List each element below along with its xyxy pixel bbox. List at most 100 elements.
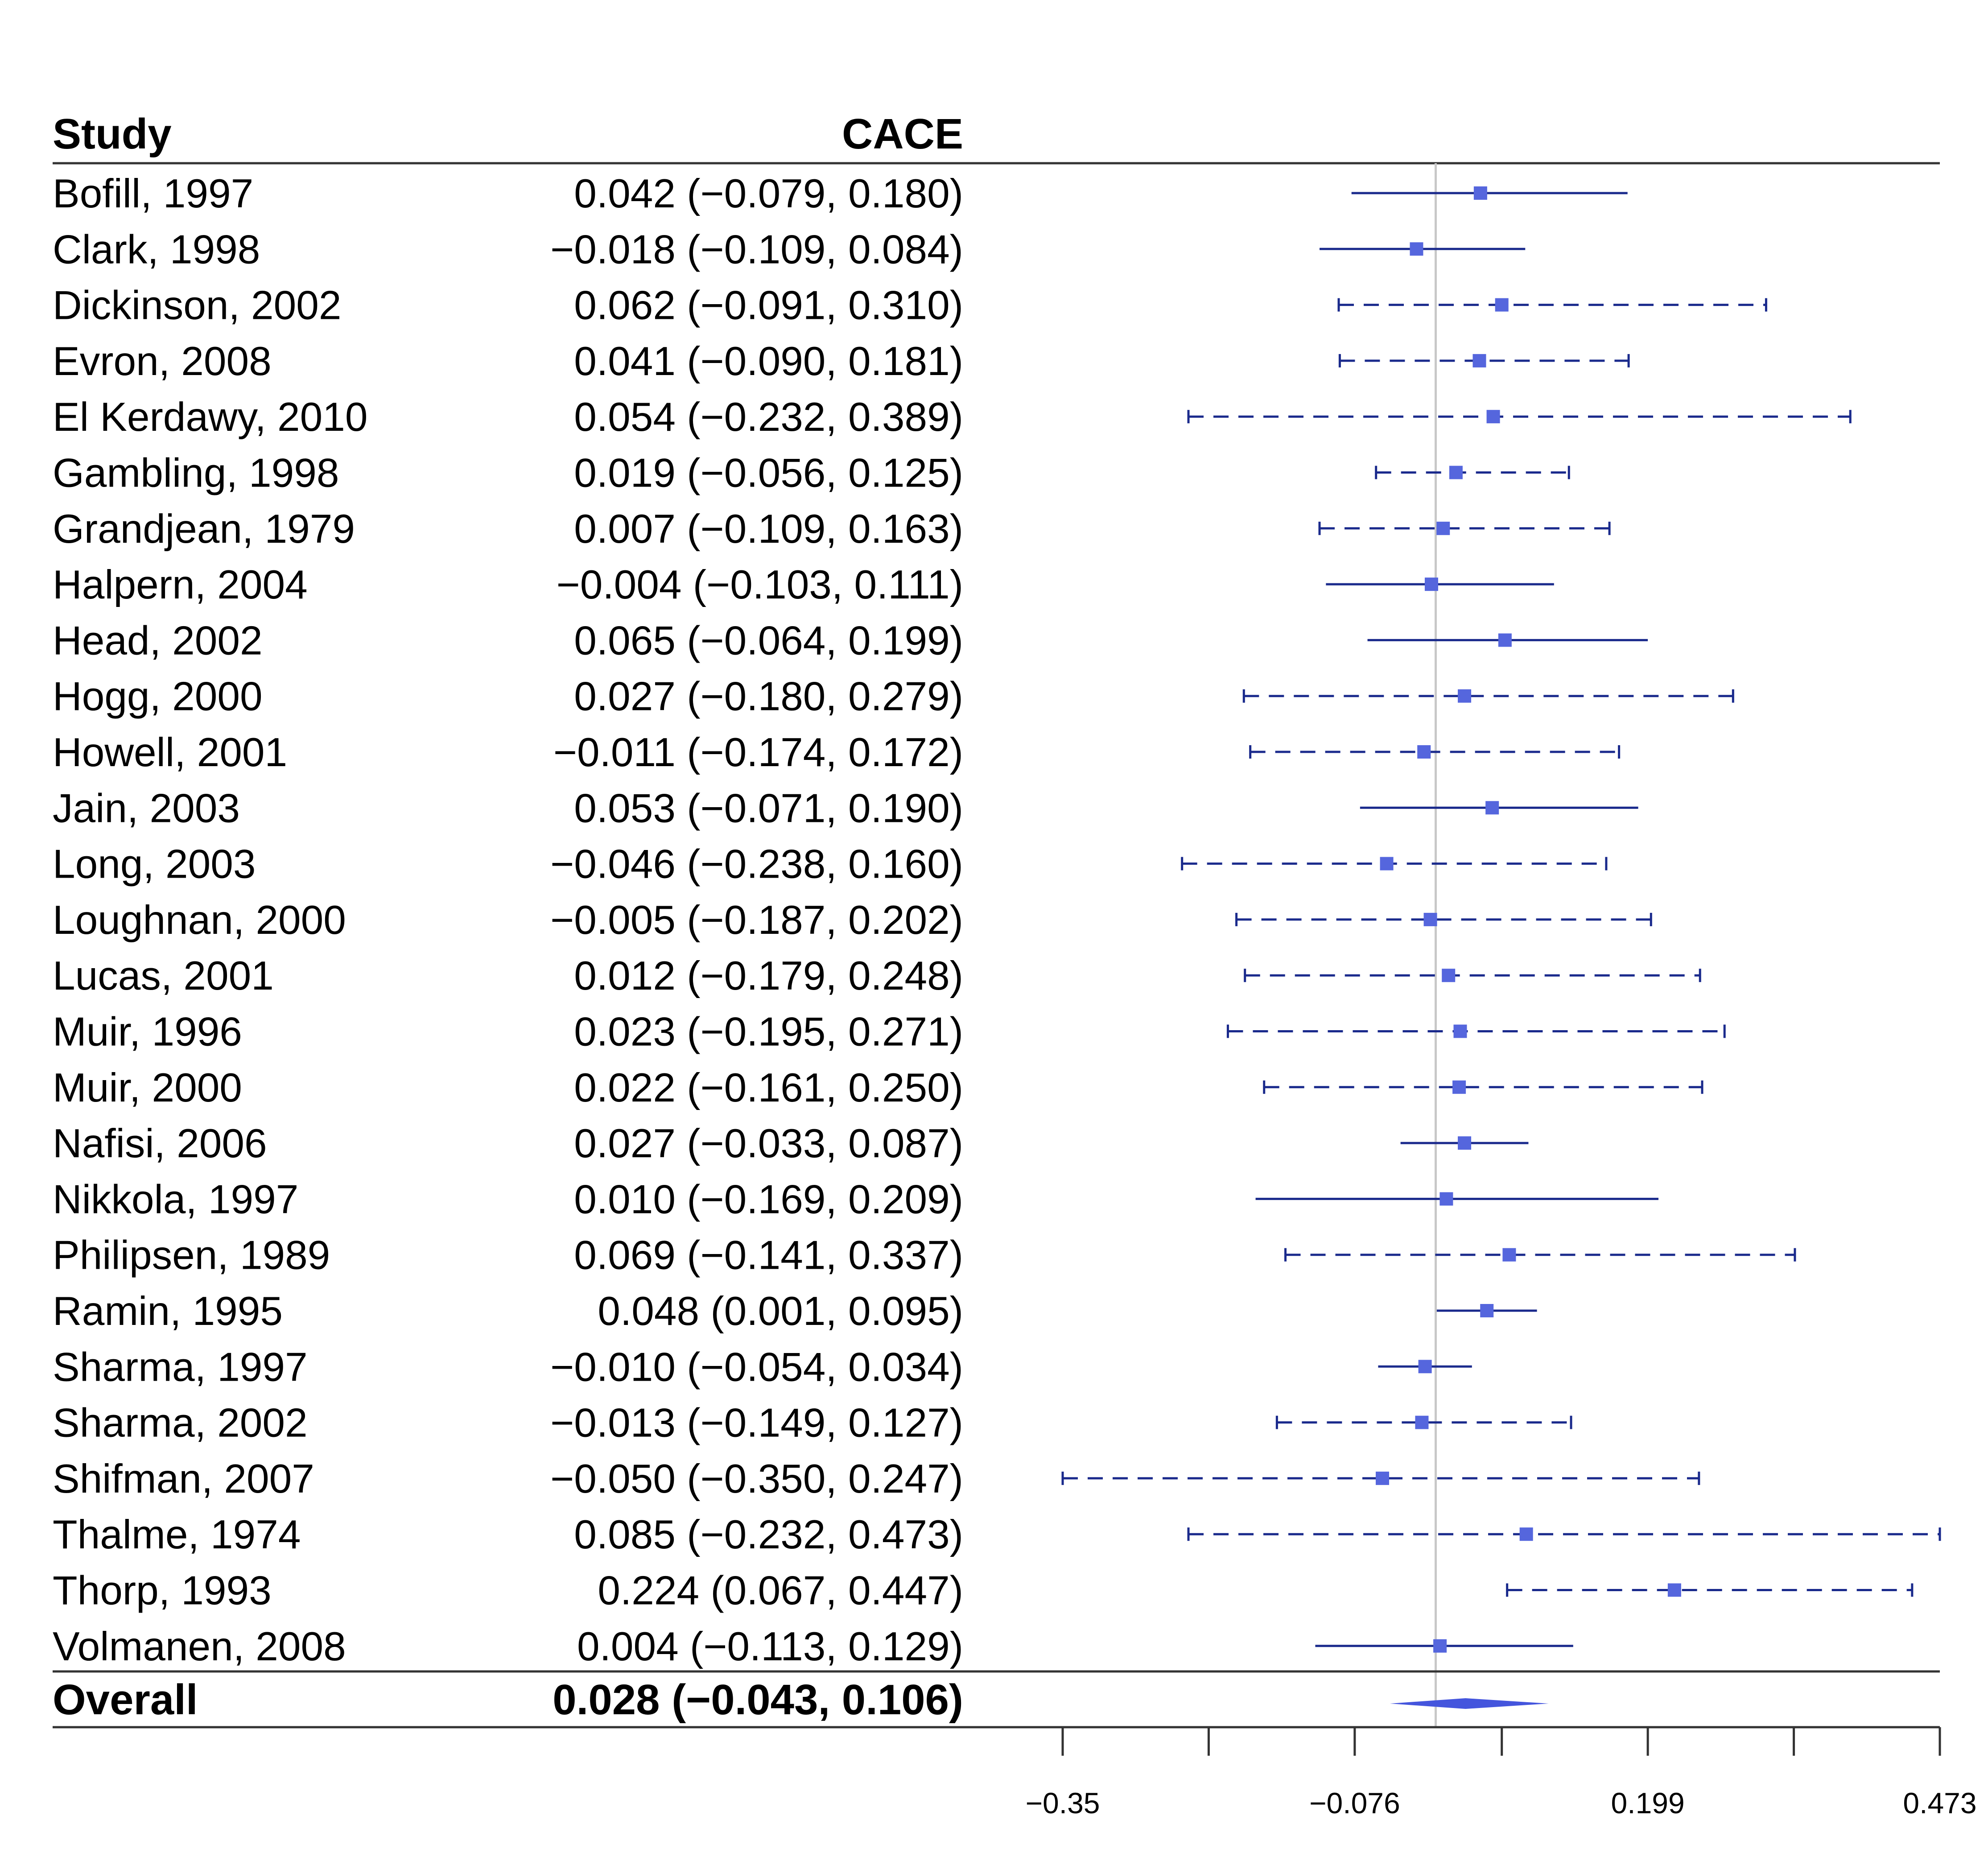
point-estimate — [1519, 1527, 1533, 1541]
study-row: Halpern, 2004 −0.004 (−0.103, 0.111) — [53, 562, 1554, 607]
study-label: Nikkola, 1997 — [53, 1177, 298, 1222]
study-row: Clark, 1998 −0.018 (−0.109, 0.084) — [53, 227, 1526, 272]
study-estimate-text: 0.022 (−0.161, 0.250) — [574, 1065, 963, 1110]
study-label: Sharma, 2002 — [53, 1401, 308, 1446]
study-label: Grandjean, 1979 — [53, 507, 355, 552]
point-estimate — [1472, 354, 1486, 367]
study-estimate-text: −0.010 (−0.054, 0.034) — [550, 1345, 963, 1390]
study-estimate-text: 0.007 (−0.109, 0.163) — [574, 507, 963, 552]
overall-diamond — [1390, 1698, 1549, 1709]
study-label: Long, 2003 — [53, 842, 256, 887]
study-estimate-text: 0.054 (−0.232, 0.389) — [574, 395, 963, 440]
point-estimate — [1498, 633, 1512, 647]
study-label: Shifman, 2007 — [53, 1456, 314, 1502]
point-estimate — [1410, 242, 1423, 256]
study-row: Nikkola, 1997 0.010 (−0.169, 0.209) — [53, 1177, 1659, 1222]
point-estimate — [1667, 1583, 1681, 1597]
study-estimate-text: 0.069 (−0.141, 0.337) — [574, 1233, 963, 1278]
study-label: Dickinson, 2002 — [53, 283, 342, 328]
study-row: Sharma, 1997 −0.010 (−0.054, 0.034) — [53, 1345, 1472, 1390]
study-row: Grandjean, 1979 0.007 (−0.109, 0.163) — [53, 507, 1611, 552]
point-estimate — [1442, 969, 1456, 982]
overall-value: 0.028 (−0.043, 0.106) — [553, 1676, 963, 1724]
study-estimate-text: 0.224 (0.067, 0.447) — [598, 1568, 963, 1613]
axis-tick-label: 0.199 — [1611, 1786, 1685, 1819]
study-estimate-text: −0.018 (−0.109, 0.084) — [550, 227, 963, 272]
study-estimate-text: 0.042 (−0.079, 0.180) — [574, 171, 963, 216]
point-estimate — [1480, 1304, 1494, 1317]
study-estimate-text: −0.011 (−0.174, 0.172) — [553, 730, 963, 775]
study-estimate-text: 0.010 (−0.169, 0.209) — [574, 1177, 963, 1222]
study-row: Jain, 2003 0.053 (−0.071, 0.190) — [53, 786, 1638, 831]
study-estimate-text: 0.012 (−0.179, 0.248) — [574, 953, 963, 998]
point-estimate — [1417, 745, 1431, 759]
point-estimate — [1449, 466, 1463, 479]
study-estimate-text: −0.013 (−0.149, 0.127) — [550, 1401, 963, 1446]
study-estimate-text: 0.041 (−0.090, 0.181) — [574, 339, 963, 384]
point-estimate — [1424, 578, 1438, 591]
study-label: Jain, 2003 — [53, 786, 240, 831]
study-row: El Kerdawy, 2010 0.054 (−0.232, 0.389) — [53, 395, 1852, 440]
study-label: Muir, 2000 — [53, 1065, 242, 1110]
axis-tick-label: −0.35 — [1026, 1786, 1100, 1819]
study-label: El Kerdawy, 2010 — [53, 395, 368, 440]
study-row: Thorp, 1993 0.224 (0.067, 0.447) — [53, 1568, 1914, 1613]
study-row: Muir, 1996 0.023 (−0.195, 0.271) — [53, 1010, 1726, 1055]
study-row: Thalme, 1974 0.085 (−0.232, 0.473) — [53, 1512, 1941, 1557]
study-label: Evron, 2008 — [53, 339, 272, 384]
point-estimate — [1418, 1360, 1432, 1374]
study-label: Clark, 1998 — [53, 227, 260, 272]
study-label: Thalme, 1974 — [53, 1512, 301, 1557]
study-label: Howell, 2001 — [53, 730, 287, 775]
study-row: Muir, 2000 0.022 (−0.161, 0.250) — [53, 1065, 1703, 1110]
study-estimate-text: 0.053 (−0.071, 0.190) — [574, 786, 963, 831]
study-row: Howell, 2001 −0.011 (−0.174, 0.172) — [53, 730, 1621, 775]
point-estimate — [1495, 298, 1509, 312]
overall-row: Overall 0.028 (−0.043, 0.106) — [53, 1676, 1549, 1724]
study-label: Nafisi, 2006 — [53, 1121, 267, 1166]
study-estimate-text: −0.004 (−0.103, 0.111) — [557, 562, 963, 607]
study-estimate-text: 0.027 (−0.180, 0.279) — [574, 674, 963, 719]
study-row: Dickinson, 2002 0.062 (−0.091, 0.310) — [53, 283, 1767, 328]
study-label: Sharma, 1997 — [53, 1345, 308, 1390]
study-label: Thorp, 1993 — [53, 1568, 272, 1613]
point-estimate — [1433, 1639, 1447, 1653]
axis-tick-label: −0.076 — [1309, 1786, 1400, 1819]
x-axis: −0.35 −0.076 0.199 0.473 — [1026, 1727, 1977, 1819]
study-row: Head, 2002 0.065 (−0.064, 0.199) — [53, 618, 1648, 663]
study-label: Volmanen, 2008 — [53, 1624, 346, 1669]
study-row: Hogg, 2000 0.027 (−0.180, 0.279) — [53, 674, 1734, 719]
study-row: Bofill, 1997 0.042 (−0.079, 0.180) — [53, 171, 1628, 216]
point-estimate — [1452, 1080, 1466, 1094]
study-label: Hogg, 2000 — [53, 674, 263, 719]
point-estimate — [1415, 1415, 1429, 1429]
point-estimate — [1380, 857, 1394, 871]
point-estimate — [1485, 801, 1499, 815]
point-estimate — [1376, 1471, 1390, 1485]
study-label: Halpern, 2004 — [53, 562, 308, 607]
study-estimate-text: −0.050 (−0.350, 0.247) — [550, 1456, 963, 1502]
header-study: Study — [53, 110, 172, 158]
study-rows: Bofill, 1997 0.042 (−0.079, 0.180) Clark, … — [53, 171, 1941, 1669]
study-row: Volmanen, 2008 0.004 (−0.113, 0.129) — [53, 1624, 1573, 1669]
study-estimate-text: −0.005 (−0.187, 0.202) — [550, 898, 963, 943]
point-estimate — [1439, 1192, 1453, 1206]
point-estimate — [1486, 410, 1500, 424]
study-label: Ramin, 1995 — [53, 1289, 283, 1334]
study-row: Loughnan, 2000 −0.005 (−0.187, 0.202) — [53, 898, 1652, 943]
point-estimate — [1423, 912, 1437, 926]
study-row: Shifman, 2007 −0.050 (−0.350, 0.247) — [53, 1456, 1700, 1502]
study-label: Head, 2002 — [53, 618, 263, 663]
study-label: Loughnan, 2000 — [53, 898, 346, 943]
study-row: Evron, 2008 0.041 (−0.090, 0.181) — [53, 339, 1630, 384]
study-estimate-text: 0.023 (−0.195, 0.271) — [574, 1010, 963, 1055]
study-row: Nafisi, 2006 0.027 (−0.033, 0.087) — [53, 1121, 1529, 1166]
point-estimate — [1453, 1024, 1467, 1038]
point-estimate — [1502, 1248, 1516, 1262]
study-estimate-text: 0.048 (0.001, 0.095) — [598, 1289, 963, 1334]
study-label: Lucas, 2001 — [53, 953, 274, 998]
study-estimate-text: 0.062 (−0.091, 0.310) — [574, 283, 963, 328]
study-estimate-text: 0.004 (−0.113, 0.129) — [577, 1624, 963, 1669]
header-cace: CACE — [842, 110, 963, 158]
